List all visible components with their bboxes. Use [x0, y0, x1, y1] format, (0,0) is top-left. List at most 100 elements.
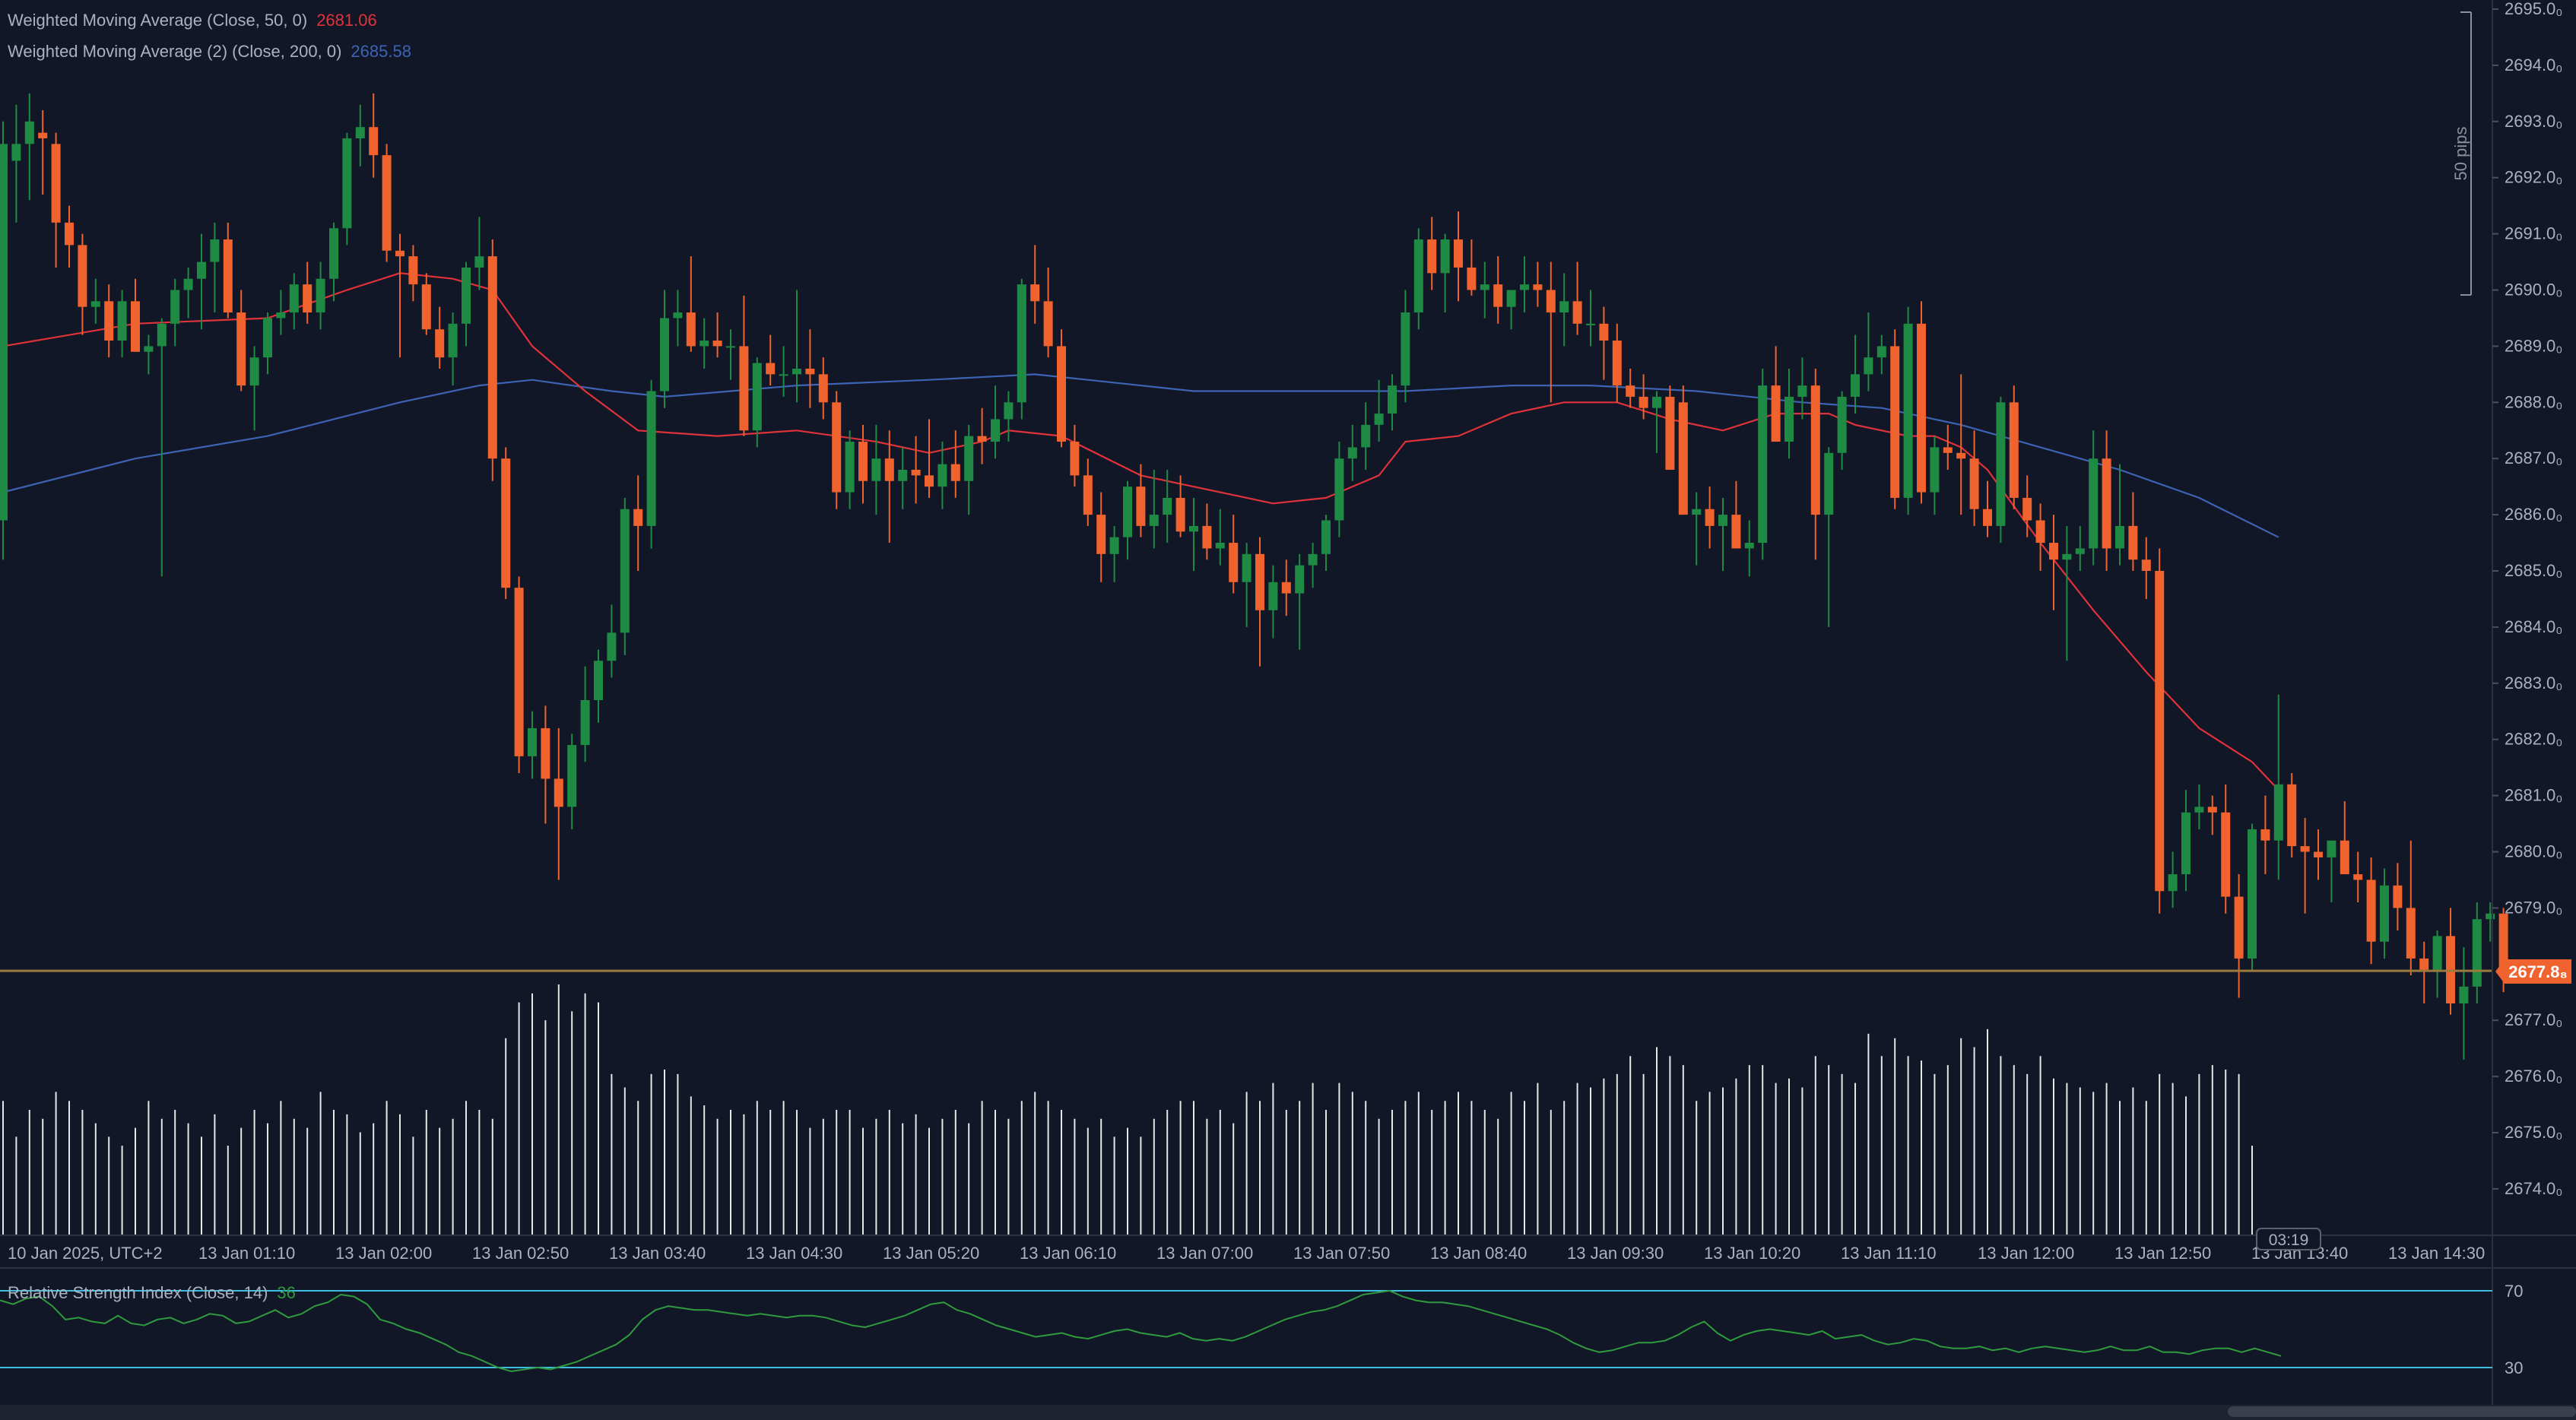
candle-body	[316, 278, 325, 313]
candle	[2366, 857, 2376, 965]
price-tick-label: 2687.0₀	[2505, 449, 2562, 468]
candle	[726, 329, 735, 380]
candle-body	[2102, 458, 2111, 549]
time-tick-label: 13 Jan 01:10	[198, 1244, 295, 1263]
candle-body	[1930, 447, 1940, 493]
candle	[1017, 278, 1026, 420]
candle	[1229, 515, 1239, 594]
price-tick-label: 2675.0₀	[2505, 1123, 2562, 1142]
candle-body	[633, 509, 643, 526]
candle-body	[1334, 458, 1344, 521]
candle	[1149, 469, 1159, 549]
candle	[38, 110, 48, 195]
candle-body	[1572, 301, 1582, 324]
candle-body	[1427, 239, 1437, 274]
candle-body	[117, 301, 127, 341]
candle	[24, 93, 34, 201]
legend-rsi[interactable]: Relative Strength Index (Close, 14) 36	[8, 1283, 296, 1303]
candle-body	[1969, 458, 1979, 509]
candle-body	[435, 329, 445, 358]
candlesticks	[0, 93, 2508, 1060]
candle	[1810, 368, 1820, 560]
time-tick-label: 13 Jan 07:50	[1293, 1244, 1390, 1263]
candle	[1374, 379, 1384, 442]
candle	[1163, 469, 1172, 544]
scrollbar-thumb[interactable]	[2228, 1406, 2576, 1417]
candle-body	[1308, 553, 1318, 566]
candle-body	[1493, 284, 1503, 307]
candle	[1758, 368, 1768, 560]
candle	[2009, 385, 2019, 509]
candle-body	[660, 318, 669, 391]
time-axis[interactable]: 10 Jan 2025, UTC+2 13 Jan 01:10 13 Jan 02:…	[8, 1244, 2485, 1263]
price-axis[interactable]: 2695.0₀ 2694.0₀ 2693.0₀ 2692.0₀ 2691.0₀ 2690.…	[2492, 0, 2562, 1198]
candle	[2128, 492, 2138, 571]
candle-body	[1890, 346, 1900, 498]
candle-body	[792, 368, 801, 375]
candle	[686, 256, 696, 352]
candle-body	[1678, 402, 1688, 515]
candle	[2115, 464, 2124, 566]
candle-body	[1917, 323, 1926, 493]
candle	[1109, 525, 1119, 582]
candle	[223, 222, 233, 319]
price-tick-label: 2674.0₀	[2505, 1179, 2562, 1198]
candle	[514, 576, 524, 774]
candle	[1626, 368, 1635, 408]
candle-body	[700, 341, 709, 347]
legend-wma200[interactable]: Weighted Moving Average (2) (Close, 200,…	[8, 42, 411, 62]
candle	[2049, 515, 2058, 610]
candle	[236, 290, 246, 391]
legend-wma50[interactable]: Weighted Moving Average (Close, 50, 0) 26…	[8, 11, 377, 30]
candle	[474, 217, 484, 290]
candle	[712, 312, 722, 358]
candle-body	[421, 284, 431, 330]
candle-body	[1202, 525, 1212, 549]
candle	[1559, 273, 1569, 347]
candle-body	[2366, 880, 2376, 942]
candle	[1030, 245, 1040, 324]
candle	[2181, 790, 2191, 892]
candle	[1295, 553, 1305, 650]
candle-body	[818, 374, 828, 403]
candle-body	[197, 261, 206, 279]
candle-body	[925, 475, 934, 487]
candle-body	[157, 323, 167, 347]
price-tick-label: 2683.0₀	[2505, 674, 2562, 693]
candle-body	[2380, 885, 2389, 942]
candle	[65, 205, 74, 268]
candle-body	[1242, 553, 1252, 582]
horizontal-scrollbar[interactable]	[0, 1405, 2576, 1420]
candle-body	[991, 419, 1000, 442]
candle-body	[1996, 402, 2006, 526]
candle-body	[408, 256, 418, 285]
candle-body	[1546, 290, 1556, 313]
candle-body	[2194, 807, 2204, 813]
time-tick-label: 13 Jan 08:40	[1430, 1244, 1527, 1263]
candle	[0, 121, 8, 560]
candle-body	[871, 458, 881, 481]
rsi-upper-label: 70	[2505, 1282, 2523, 1301]
candle	[1586, 290, 1595, 347]
rsi-lower-label: 30	[2505, 1358, 2523, 1377]
candle-body	[1347, 447, 1357, 459]
candle-body	[183, 278, 193, 290]
candle	[871, 424, 881, 515]
candle-body	[1109, 537, 1119, 554]
time-tick-label: 13 Jan 10:20	[1704, 1244, 1800, 1263]
candle	[541, 705, 550, 824]
candle-body	[2248, 829, 2257, 959]
candle-body	[1705, 509, 1715, 526]
time-tick-label: 13 Jan 12:00	[1978, 1244, 2074, 1263]
candle	[2102, 430, 2111, 571]
candle	[646, 379, 656, 549]
candle-body	[1004, 402, 1014, 420]
candle-body	[1784, 396, 1794, 442]
candle-body	[2089, 458, 2099, 549]
candle-body	[329, 228, 338, 279]
candle	[342, 132, 352, 246]
candle-body	[2234, 896, 2244, 959]
candle	[1004, 391, 1014, 442]
candle-body	[2300, 846, 2310, 852]
